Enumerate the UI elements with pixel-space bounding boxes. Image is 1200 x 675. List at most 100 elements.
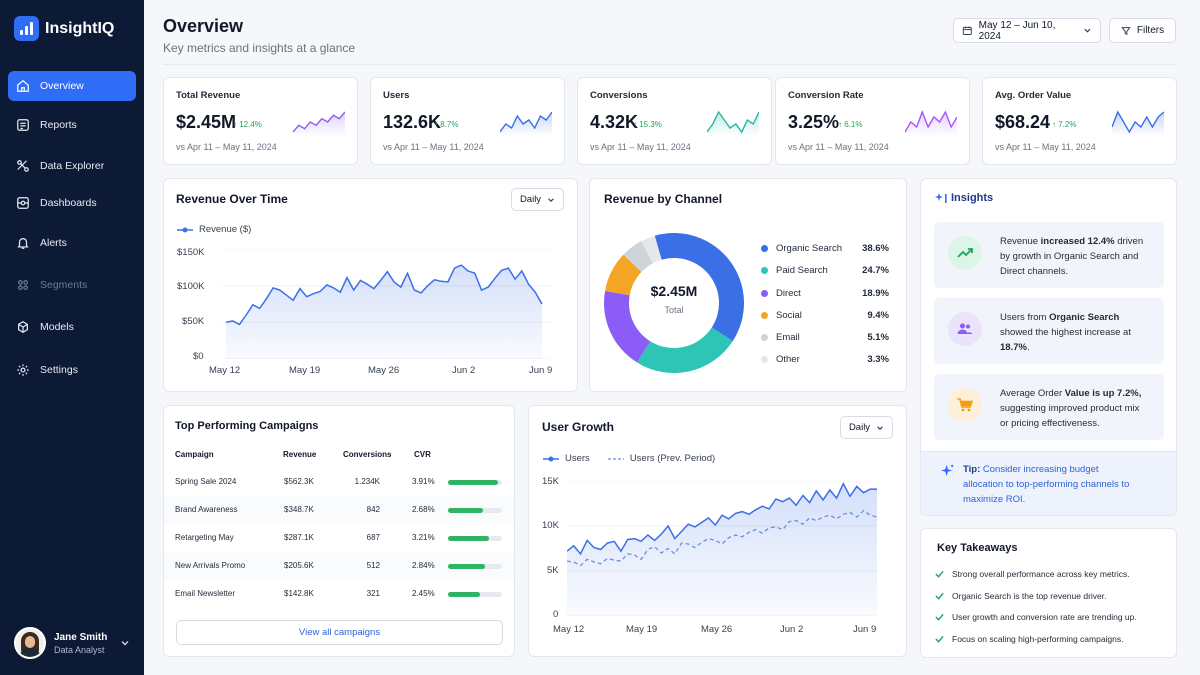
- sidebar-item-alerts[interactable]: Alerts: [8, 228, 136, 258]
- user-name: Jane Smith: [54, 631, 108, 643]
- user-profile[interactable]: Jane Smith Data Analyst: [14, 627, 134, 659]
- kpi-card[interactable]: Conversions 4.32K ↑ 15.3% vs Apr 11 – May 1…: [577, 77, 772, 165]
- arrow-up-icon: ↑: [838, 120, 845, 129]
- kpi-sparkline: [905, 110, 957, 136]
- sparkline-area: [707, 112, 759, 136]
- kpi-card[interactable]: Total Revenue $2.45M ↑ 12.4% vs Apr 11 – Ma…: [163, 77, 358, 165]
- channel-share: 38.6%: [862, 242, 889, 254]
- granularity-select[interactable]: Daily: [511, 188, 564, 211]
- sparkline-area: [500, 112, 552, 136]
- kpi-title: Avg. Order Value: [995, 90, 1072, 101]
- granularity-select[interactable]: Daily: [840, 416, 893, 439]
- table-row[interactable]: Email Newsletter $142.8K 321 2.45%: [164, 580, 514, 608]
- data-explorer-icon: [17, 160, 29, 172]
- kpi-card[interactable]: Users 132.6K ↑ 8.7% vs Apr 11 – May 11, 202…: [370, 77, 565, 165]
- campaign-revenue: $287.1K: [284, 533, 314, 542]
- cvr-bar-track: [448, 508, 502, 513]
- reports-icon: [17, 119, 29, 131]
- check-icon: [935, 613, 944, 621]
- column-header: Revenue: [283, 450, 317, 459]
- channel-share: 3.3%: [867, 353, 889, 365]
- sparkle-icon: [941, 464, 954, 477]
- donut-slice-social[interactable]: [605, 254, 642, 296]
- chart-legend: Revenue ($): [177, 224, 251, 235]
- chevron-down-icon[interactable]: [120, 638, 130, 648]
- sidebar-item-label: Segments: [40, 279, 88, 291]
- kpi-card[interactable]: Conversion Rate 3.25% ↑ 6.1% vs Apr 11 – Ma…: [775, 77, 970, 165]
- donut-slice-paid-search[interactable]: [637, 327, 733, 373]
- channel-name: Email: [776, 331, 800, 343]
- kpi-title: Conversions: [590, 90, 648, 101]
- card-title: Revenue Over Time: [176, 192, 288, 206]
- donut-slice-direct[interactable]: [604, 290, 651, 363]
- sparkline-line: [500, 111, 552, 133]
- y-tick-label: $150K: [177, 247, 205, 258]
- table-row[interactable]: New Arrivals Promo $205.6K 512 2.84%: [164, 552, 514, 580]
- donut-center-label: Total: [664, 305, 684, 315]
- date-range-picker[interactable]: May 12 – Jun 10, 2024: [953, 18, 1101, 43]
- table-row[interactable]: Brand Awareness $348.7K 842 2.68%: [164, 496, 514, 524]
- x-tick-label: May 12: [553, 624, 585, 635]
- insight-item: Average Order Value is up 7.2%, suggesti…: [934, 374, 1164, 440]
- sidebar-item-label: Data Explorer: [40, 160, 105, 172]
- sparkline-area: [1112, 112, 1164, 136]
- donut-slice-other[interactable]: [641, 235, 662, 264]
- channel-legend-row: Organic Search 38.6%: [761, 241, 889, 255]
- kpi-sparkline: [293, 111, 345, 136]
- x-tick-label: Jun 9: [853, 624, 877, 635]
- column-header: Campaign: [175, 450, 214, 459]
- x-tick-label: May 26: [368, 365, 400, 376]
- campaign-cvr: 3.21%: [412, 533, 435, 542]
- user-growth-card: User Growth Daily Users Users (Prev. Per…: [528, 405, 907, 657]
- donut-slice-organic-search[interactable]: [654, 233, 744, 342]
- legend-dot: [761, 244, 768, 252]
- sidebar-item-settings[interactable]: Settings: [8, 355, 136, 385]
- kpi-card[interactable]: Avg. Order Value $68.24 ↑ 7.2% vs Apr 11 – …: [982, 77, 1177, 165]
- user-growth-line-chart: [567, 481, 877, 616]
- legend-dot: [761, 289, 768, 297]
- channel-legend-row: Social 9.4%: [761, 308, 889, 322]
- column-header: CVR: [414, 450, 431, 459]
- gear-icon: [17, 364, 29, 376]
- kpi-value: $2.45M: [176, 112, 237, 132]
- legend-dot: [761, 266, 768, 274]
- sparkline-line: [1112, 110, 1164, 134]
- campaign-cvr: 2.84%: [412, 561, 435, 570]
- filters-label: Filters: [1136, 25, 1165, 36]
- channel-name: Other: [776, 353, 800, 365]
- table-row[interactable]: Retargeting May $287.1K 687 3.21%: [164, 524, 514, 552]
- kpi-comparison: vs Apr 11 – May 11, 2024: [176, 142, 277, 152]
- y-tick-label: 5K: [547, 565, 559, 576]
- card-title: User Growth: [542, 420, 615, 434]
- sidebar-item-models[interactable]: Models: [8, 312, 136, 342]
- sidebar-item-data-explorer[interactable]: Data Explorer: [8, 151, 136, 181]
- y-tick-label: $0: [193, 351, 204, 362]
- filters-button[interactable]: Filters: [1109, 18, 1176, 43]
- takeaway-item: Focus on scaling high-performing campaig…: [935, 634, 1124, 644]
- kpi-sparkline: [707, 110, 759, 136]
- card-title: Key Takeaways: [937, 542, 1018, 554]
- sidebar-item-reports[interactable]: Reports: [8, 110, 136, 140]
- app-logo[interactable]: InsightIQ: [14, 16, 114, 41]
- card-title: Insights: [951, 192, 994, 204]
- legend-label: Users (Prev. Period): [629, 453, 716, 464]
- chevron-down-icon: [1084, 28, 1091, 33]
- chevron-down-icon: [548, 197, 554, 202]
- logo-icon: [14, 16, 39, 41]
- x-tick-label: May 19: [289, 365, 321, 376]
- table-row[interactable]: Spring Sale 2024 $562.3K 1.234K 3.91%: [164, 468, 514, 496]
- sidebar-item-overview[interactable]: Overview: [8, 71, 136, 101]
- sparkline-line: [707, 110, 759, 134]
- sparkle-icon: [935, 193, 947, 203]
- sidebar-item-dashboards[interactable]: Dashboards: [8, 188, 136, 218]
- campaign-cvr: 3.91%: [412, 477, 435, 486]
- granularity-label: Daily: [519, 194, 542, 205]
- view-all-campaigns-button[interactable]: View all campaigns: [176, 620, 503, 645]
- takeaway-item: Strong overall performance across key me…: [935, 569, 1130, 579]
- sidebar-item-segments[interactable]: Segments: [8, 270, 136, 300]
- sidebar-item-label: Models: [40, 321, 74, 333]
- check-icon: [935, 592, 944, 600]
- x-tick-label: May 12: [209, 365, 241, 376]
- donut-slice-email[interactable]: [623, 241, 653, 272]
- segments-icon: [18, 280, 28, 290]
